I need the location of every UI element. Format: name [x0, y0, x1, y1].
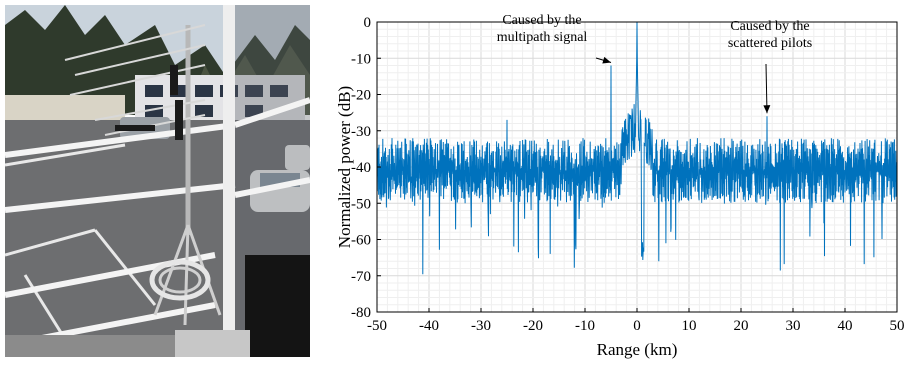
range-profile-chart: -50 -40 -30 -20 -10 0 10 20 30 40 50 0 -10 -20 -30 -40 -…: [310, 0, 910, 365]
y-tick-label: 0: [364, 15, 372, 31]
y-tick-label: -40: [351, 160, 371, 176]
annotation-text-multipath: multipath signal: [497, 30, 588, 45]
antenna-photo: [5, 5, 310, 357]
annotation-text-multipath: Caused by the: [502, 13, 581, 28]
annotation-text-pilots: scattered pilots: [728, 36, 812, 51]
x-tick-label: -50: [367, 318, 387, 334]
y-tick-label: -20: [351, 88, 371, 104]
x-tick-label: 50: [890, 318, 905, 334]
x-tick-label: -10: [575, 318, 595, 334]
chart-svg: -50 -40 -30 -20 -10 0 10 20 30 40 50 0 -10 -20 -30 -40 -…: [335, 13, 905, 359]
x-tick-label: 10: [682, 318, 697, 334]
x-tick-label: -40: [419, 318, 439, 334]
x-axis-label: Range (km): [597, 340, 678, 359]
y-tick-label: -60: [351, 233, 371, 249]
x-tick-label: 0: [633, 318, 641, 334]
antenna-photo-illustration: [5, 5, 310, 357]
y-tick-label: -10: [351, 51, 371, 67]
x-tick-label: -20: [523, 318, 543, 334]
annotation-arrowhead-pilots: [763, 105, 771, 114]
y-axis-label: Normalized power (dB): [335, 86, 354, 248]
chart-ticks: -50 -40 -30 -20 -10 0 10 20 30 40 50 0 -10 -20 -30 -40 -…: [351, 15, 905, 334]
annotation-arrowhead-multipath: [602, 56, 611, 64]
annotation-text-pilots: Caused by the: [730, 19, 809, 34]
y-tick-label: -30: [351, 124, 371, 140]
x-tick-label: -30: [471, 318, 491, 334]
chart-annotations: Caused by the multipath signal Caused by t…: [497, 13, 812, 114]
y-tick-label: -80: [351, 305, 371, 321]
y-tick-label: -50: [351, 196, 371, 212]
x-tick-label: 30: [786, 318, 801, 334]
x-tick-label: 20: [734, 318, 749, 334]
y-tick-label: -70: [351, 269, 371, 285]
annotation-arrow-pilots: [765, 63, 768, 114]
x-tick-label: 40: [838, 318, 853, 334]
